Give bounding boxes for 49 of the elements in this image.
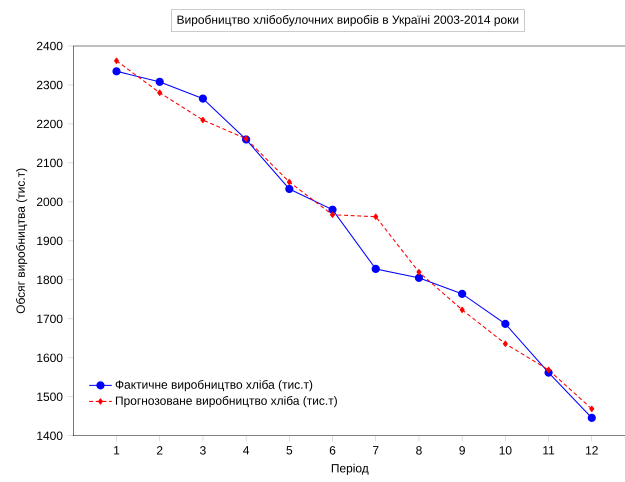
point [458, 290, 466, 298]
point [156, 78, 164, 86]
point [589, 406, 594, 412]
y-tick-label: 2100 [36, 158, 62, 168]
x-tick-label: 11 [543, 446, 554, 454]
legend-label: Прогнозоване виробництво хліба (тис.т) [116, 396, 337, 408]
point [416, 268, 422, 276]
point [200, 116, 206, 124]
point [198, 94, 208, 103]
point [328, 206, 337, 214]
y-tick-label: 2300 [36, 80, 62, 90]
point [112, 67, 121, 76]
x-tick-label: 3 [200, 446, 206, 455]
chart-title: Виробництво хлібобулочних виробів в Україні 2003-2014 роки [178, 15, 518, 26]
x-tick-label: 9 [459, 446, 465, 455]
x-tick-label: 5 [286, 446, 292, 455]
point [460, 306, 465, 314]
point [286, 178, 292, 186]
legend-label: Фактичне виробництво хліба (тис.т) [116, 380, 312, 392]
y-tick-label: 1800 [37, 276, 62, 284]
point [157, 90, 162, 96]
point [501, 320, 510, 328]
point [372, 264, 380, 274]
y-axis-title: Обсяг виробництва (тис.т) [16, 168, 28, 314]
y-tick-label: 2400 [36, 42, 62, 50]
point [114, 58, 120, 64]
point [546, 366, 552, 374]
x-tick-label: 6 [330, 446, 336, 455]
point [373, 214, 378, 220]
x-tick-label: 10 [500, 446, 512, 455]
x-tick-label: 2 [156, 446, 162, 455]
point [414, 274, 424, 282]
y-tick-label: 1900 [37, 236, 62, 246]
point [285, 185, 294, 194]
x-tick-label: 12 [586, 446, 598, 455]
x-axis-title: Період [332, 464, 369, 475]
point [330, 212, 336, 218]
x-tick-label: 7 [373, 446, 378, 454]
y-tick-label: 1600 [37, 354, 62, 362]
point [588, 414, 596, 422]
y-tick-label: 1400 [37, 432, 62, 440]
x-tick-label: 4 [243, 446, 250, 454]
y-tick-label: 1700 [37, 314, 62, 324]
point [502, 340, 508, 348]
y-tick-label: 2200 [36, 120, 62, 128]
y-tick-label: 1500 [37, 392, 62, 402]
x-tick-label: 8 [416, 446, 422, 455]
y-tick-label: 2000 [36, 198, 62, 206]
x-tick-label: 1 [114, 446, 120, 454]
